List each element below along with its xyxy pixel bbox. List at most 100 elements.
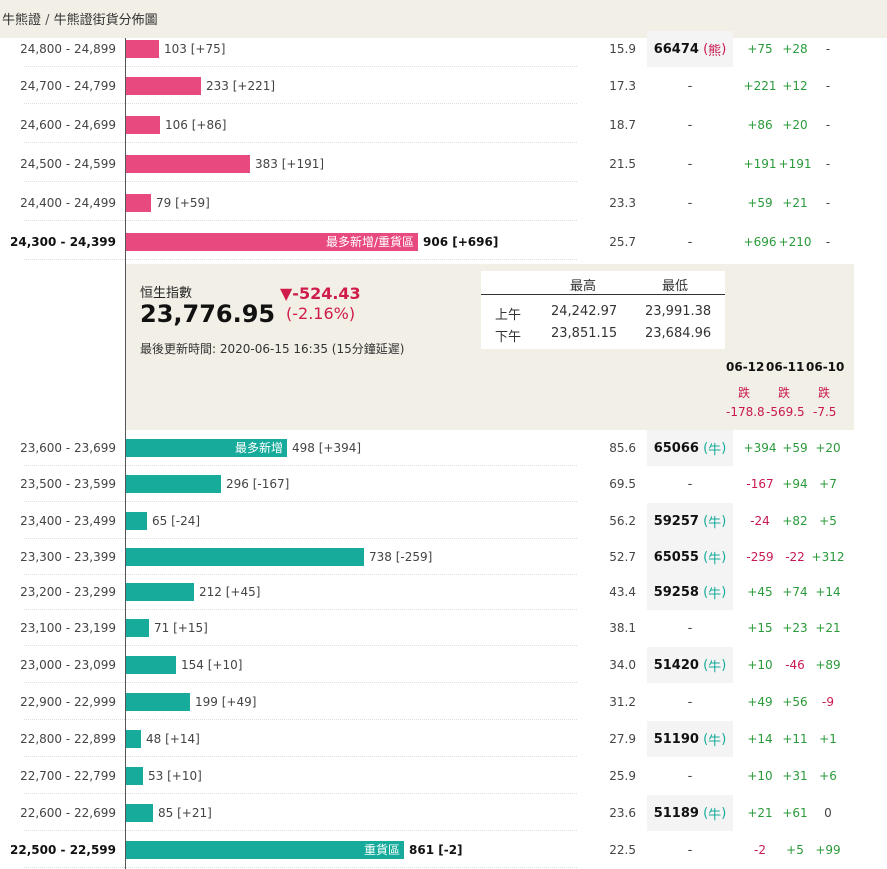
warrant-code[interactable]: 65066 (牛): [647, 430, 733, 466]
bar-count-label: 71 [+15]: [154, 621, 208, 635]
percent-value: 25.7: [609, 235, 636, 249]
bear-bar[interactable]: [126, 194, 151, 212]
bear-bar[interactable]: [126, 40, 159, 58]
warrant-code-value: -: [687, 620, 693, 636]
bull-bar[interactable]: [126, 475, 221, 493]
breadcrumb-parent-link[interactable]: 牛熊證: [2, 13, 42, 28]
warrant-code: -: [647, 68, 733, 104]
bar-tag: 最多新增: [234, 441, 283, 455]
daily-change-value: +6: [819, 769, 837, 783]
percent-value: 38.1: [609, 621, 636, 635]
table-row: 23,600 - 23,699 最多新增 498 [+394] 85.6 65066 (…: [0, 430, 887, 466]
bear-bar[interactable]: 最多新增/重貨區: [126, 233, 418, 251]
strike-range: 22,500 - 22,599: [10, 843, 116, 857]
bar-count-label: 103 [+75]: [164, 42, 226, 56]
table-row: 22,600 - 22,699 85 [+21] 23.6 51189 (牛) +21 +…: [0, 795, 887, 831]
warrant-code: -: [647, 185, 733, 221]
warrant-code[interactable]: 51189 (牛): [647, 795, 733, 831]
bull-bar[interactable]: [126, 583, 194, 601]
session-label: 上午: [495, 308, 522, 323]
warrant-code-value: -: [687, 842, 693, 858]
bull-bar[interactable]: [126, 512, 147, 530]
percent-value: 15.9: [609, 42, 636, 56]
warrant-code: -: [647, 224, 733, 260]
table-row: 23,300 - 23,399 738 [-259] 52.7 65055 (牛) -2…: [0, 539, 887, 575]
row-divider: [24, 181, 577, 182]
row-divider: [24, 465, 577, 466]
daily-change-value: +59: [782, 441, 808, 455]
daily-change-value: +7: [819, 477, 837, 491]
bear-bar[interactable]: [126, 116, 160, 134]
strike-range: 23,600 - 23,699: [20, 441, 116, 455]
warrant-code[interactable]: 59257 (牛): [647, 503, 733, 539]
bull-bar[interactable]: [126, 693, 190, 711]
chart-axis-line: [125, 38, 126, 869]
session-high: 23,851.15: [551, 326, 618, 341]
table-row: 24,400 - 24,499 79 [+59] 23.3 - +59 +21 -: [0, 185, 887, 221]
warrant-code: -: [647, 146, 733, 182]
warrant-code[interactable]: 59258 (牛): [647, 574, 733, 610]
daily-change-value: +45: [747, 585, 773, 599]
daily-change-value: +312: [811, 550, 845, 564]
daily-change-value: -24: [750, 514, 770, 528]
bull-bar[interactable]: [126, 656, 176, 674]
bull-bar[interactable]: 最多新增: [126, 439, 287, 457]
daily-change-value: -: [825, 157, 831, 171]
bear-bar[interactable]: [126, 77, 201, 95]
warrant-code[interactable]: 65055 (牛): [647, 539, 733, 575]
warrant-type: 熊: [708, 43, 722, 59]
warrant-code-value: 51189: [653, 805, 699, 821]
type-bracket: (: [698, 41, 709, 57]
type-bracket: ): [721, 805, 727, 821]
warrant-code-value: -: [687, 195, 693, 211]
percent-value: 22.5: [609, 843, 636, 857]
bull-bar[interactable]: [126, 730, 141, 748]
row-divider: [24, 538, 577, 539]
bull-bar[interactable]: [126, 804, 153, 822]
bar-count-label: 296 [-167]: [226, 477, 290, 491]
row-divider: [24, 867, 577, 868]
warrant-type: 牛: [708, 442, 722, 458]
percent-value: 31.2: [609, 695, 636, 709]
strike-range: 24,400 - 24,499: [20, 196, 116, 210]
type-bracket: ): [721, 41, 727, 57]
row-divider: [24, 645, 577, 646]
warrant-code[interactable]: 51190 (牛): [647, 721, 733, 757]
daily-change-value: +99: [815, 843, 841, 857]
bull-bar[interactable]: [126, 548, 364, 566]
table-row: 24,700 - 24,799 233 [+221] 17.3 - +221 +12 -: [0, 68, 887, 104]
date-change: -178.8: [726, 405, 765, 419]
bear-bar[interactable]: [126, 155, 250, 173]
strike-range: 23,100 - 23,199: [20, 621, 116, 635]
warrant-code[interactable]: 66474 (熊): [647, 31, 733, 67]
table-row: 24,500 - 24,599 383 [+191] 21.5- +191 +191-: [0, 146, 887, 182]
date-direction: 跌: [778, 386, 791, 400]
strike-range: 24,300 - 24,399: [10, 235, 116, 249]
daily-change-value: +56: [782, 695, 808, 709]
table-row: 24,600 - 24,699 106 [+86] 18.7 - +86 +20 -: [0, 107, 887, 143]
daily-change-value: 0: [824, 806, 832, 820]
warrant-type: 牛: [708, 586, 722, 602]
low-header: 最低: [662, 279, 689, 294]
type-bracket: ): [721, 584, 727, 600]
high-header: 最高: [570, 279, 597, 294]
bull-bar[interactable]: 重貨區: [126, 841, 404, 859]
row-divider: [24, 756, 577, 757]
bar-tag: 最多新增/重貨區: [325, 235, 414, 249]
daily-change-value: +20: [815, 441, 841, 455]
warrant-code: -: [647, 610, 733, 646]
warrant-code: -: [647, 832, 733, 868]
table-row: 24,800 - 24,899 103 [+75] 15.9 66474 (熊) +75…: [0, 31, 887, 67]
bull-bar[interactable]: [126, 767, 143, 785]
table-row: 22,700 - 22,799 53 [+10] 25.9 - +10 +31 +6: [0, 758, 887, 794]
daily-change-value: +23: [782, 621, 808, 635]
bull-bar[interactable]: [126, 619, 149, 637]
warrant-code[interactable]: 51420 (牛): [647, 647, 733, 683]
daily-change-value: +191: [743, 157, 777, 171]
high-low-header: [481, 271, 725, 295]
session-low: 23,684.96: [645, 326, 712, 341]
daily-change-value: +394: [743, 441, 777, 455]
warrant-type: 牛: [708, 551, 722, 567]
daily-change-value: +21: [782, 196, 808, 210]
bar-count-label: 498 [+394]: [292, 441, 362, 455]
